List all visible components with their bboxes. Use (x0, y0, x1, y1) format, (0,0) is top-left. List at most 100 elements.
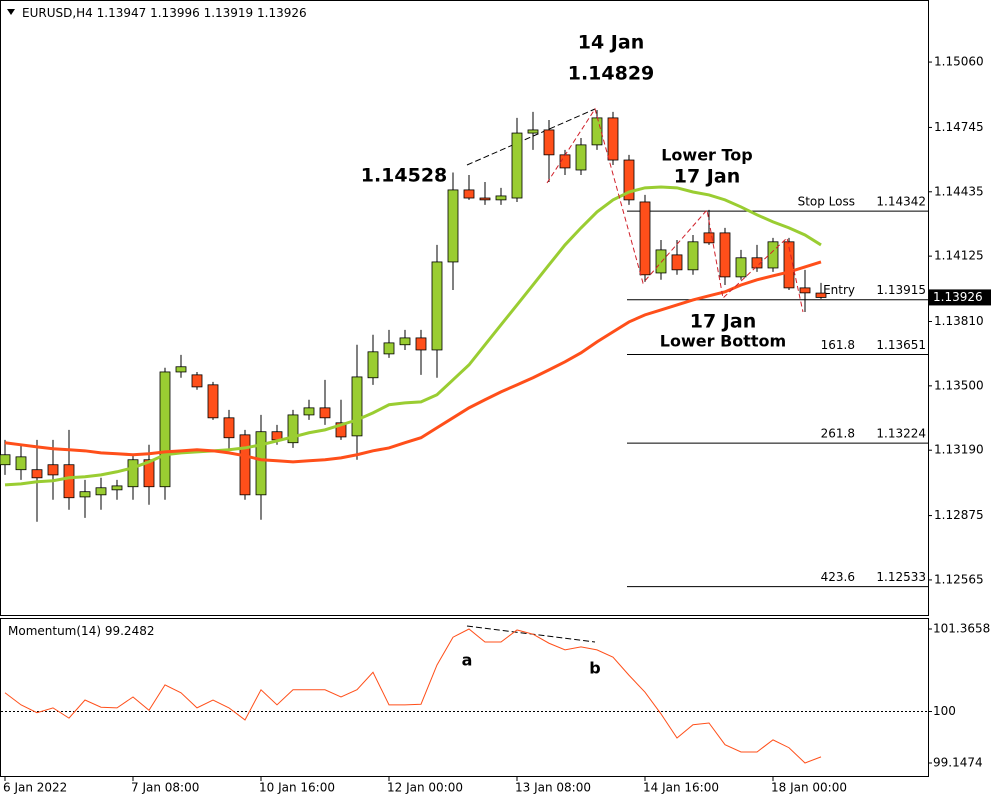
x-tick-label: 7 Jan 08:00 (131, 781, 199, 795)
level-value: 1.12533 (876, 570, 926, 584)
candle-body (495, 195, 507, 201)
trend-line (466, 108, 596, 166)
candle-body (751, 257, 763, 269)
level-label: Stop Loss (798, 195, 855, 209)
high-label: 1.14528 (361, 165, 448, 187)
high-label: 1.14829 (568, 63, 655, 85)
momentum-line (4, 628, 822, 764)
level-label: 261.8 (821, 427, 855, 441)
y-tick-label: 1.13810 (934, 314, 984, 328)
candle-body (63, 464, 75, 499)
candle-body (735, 257, 747, 278)
y-tick-label: 101.3658 (933, 622, 990, 636)
annotation: 17 Jan (674, 166, 740, 188)
y-tick-label: 1.12565 (934, 572, 984, 586)
candle-body (479, 197, 491, 201)
moving-average (4, 260, 822, 464)
annotation: 14 Jan (578, 32, 644, 54)
momentum-value: 99.2482 (105, 624, 155, 638)
x-tick-label: 18 Jan 00:00 (771, 781, 847, 795)
candle-body (47, 464, 59, 476)
y-tick-label: 1.13190 (934, 443, 984, 457)
candle-body (303, 407, 315, 416)
candle-body (399, 337, 411, 346)
y-tick-label: 1.14125 (934, 249, 984, 263)
moving-average (4, 185, 822, 487)
candle-body (671, 254, 683, 271)
x-tick-label: 12 Jan 00:00 (387, 781, 463, 795)
candle-body (447, 189, 459, 263)
candle-body (287, 414, 299, 444)
y-tick-label: 1.14745 (934, 120, 984, 134)
symbol: EURUSD,H4 (22, 6, 93, 20)
candle-body (31, 469, 43, 479)
main-panel (0, 0, 929, 616)
candle-body (319, 407, 331, 419)
annotation: a (462, 651, 473, 670)
momentum-title: Momentum(14) (8, 624, 101, 638)
y-tick-label: 1.13500 (934, 378, 984, 392)
candle-body (415, 337, 427, 351)
close-value: 1.13926 (257, 6, 307, 20)
candle-body (687, 241, 699, 271)
candle-body (383, 342, 395, 355)
candle-body (111, 485, 123, 491)
candle-body (159, 371, 171, 488)
candle-body (0, 454, 11, 466)
candle-body (719, 232, 731, 278)
menu-arrow (7, 9, 15, 15)
candle-body (511, 132, 523, 199)
level-value: 1.13915 (876, 283, 926, 297)
candle-body (591, 117, 603, 146)
x-tick-label: 10 Jan 16:00 (259, 781, 335, 795)
header: EURUSD,H4 1.13947 1.13996 1.13919 1.1392… (22, 6, 307, 20)
candle-body (351, 376, 363, 437)
candle-body (15, 456, 27, 471)
candle-body (255, 431, 267, 496)
y-tick-label: 1.14435 (934, 184, 984, 198)
low-value: 1.13919 (204, 6, 254, 20)
candle-body (623, 159, 635, 201)
candle-body (239, 434, 251, 496)
candle-body (543, 129, 555, 156)
x-tick-label: 13 Jan 08:00 (515, 781, 591, 795)
x-tick-label: 14 Jan 16:00 (643, 781, 719, 795)
candle-body (207, 384, 219, 419)
y-tick-label: 99.1474 (933, 755, 983, 769)
current-price: 1.13926 (933, 290, 983, 304)
candle-body (79, 491, 91, 498)
level-value: 1.13224 (876, 427, 926, 441)
candle-body (95, 487, 107, 496)
annotation: Lower Bottom (660, 332, 786, 351)
level-value: 1.14342 (876, 195, 926, 209)
candle-body (335, 422, 347, 438)
candle-body (655, 249, 667, 274)
level-value: 1.13651 (876, 338, 926, 352)
candle-body (223, 417, 235, 439)
momentum-panel (0, 618, 929, 777)
annotation: Lower Top (661, 146, 753, 165)
x-tick-label: 6 Jan 2022 (3, 781, 67, 795)
candle-body (767, 241, 779, 269)
price-marker (929, 289, 991, 306)
candle-body (783, 241, 795, 289)
candle-body (127, 459, 139, 488)
level-label: 423.6 (821, 570, 855, 584)
level-label: Entry (823, 283, 855, 297)
y-tick-label: 1.12875 (934, 508, 984, 522)
candle-body (639, 201, 651, 276)
level-label: 161.8 (821, 338, 855, 352)
candle-body (575, 144, 587, 171)
zigzag-line (546, 107, 804, 313)
annotation: b (589, 659, 600, 678)
candle-body (367, 351, 379, 379)
candle-body (527, 129, 539, 134)
annotation: 17 Jan (690, 311, 756, 333)
momentum-header: Momentum(14) 99.2482 (8, 624, 154, 638)
y-tick-label: 100 (933, 704, 956, 718)
candle-body (175, 366, 187, 373)
candle-body (143, 459, 155, 488)
candle-body (799, 287, 811, 294)
